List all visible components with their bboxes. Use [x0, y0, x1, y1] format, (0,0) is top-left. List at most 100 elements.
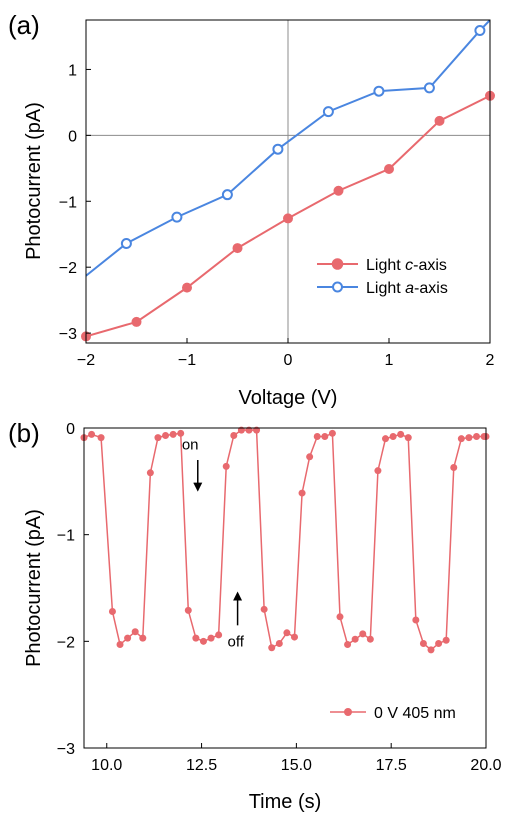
b-plot-frame: [83, 427, 487, 749]
a-legend: Light c-axis Light a-axis: [317, 257, 448, 297]
a-series-1-point: [120, 237, 132, 249]
a-series-0-point: [384, 163, 394, 174]
b-series-0-point: [374, 467, 382, 475]
b-series-0-point: [427, 646, 435, 654]
a-x-axis-title: Voltage (V): [239, 387, 338, 409]
b-series-0-point: [222, 462, 230, 470]
a-series-0-point: [333, 185, 344, 196]
a-legend-marker-a: [332, 281, 343, 293]
b-annotation-on: on: [182, 436, 199, 453]
a-series-1-line: [86, 20, 490, 277]
a-series-1-point: [272, 143, 284, 155]
a-x-tick-label: 2: [486, 352, 495, 369]
b-series-0-point: [290, 633, 298, 641]
b-y-tick-label: −1: [57, 528, 75, 545]
a-x-tick-label: −2: [77, 352, 95, 369]
b-series-0-point: [207, 634, 215, 642]
b-series-0-point: [328, 429, 336, 437]
a-legend-label-a: Light a-axis: [366, 280, 448, 297]
b-series-0-point: [457, 435, 465, 443]
b-y-axis-title: Photocurrent (pA): [23, 509, 45, 667]
b-series-0-point: [359, 630, 367, 638]
a-legend-entry-a-axis: Light a-axis: [317, 280, 448, 297]
b-series-0-point: [139, 634, 147, 642]
b-series-0-point: [442, 636, 450, 644]
b-series-0-point: [215, 631, 223, 639]
b-series-0-point: [131, 628, 139, 636]
b-series-0-point: [313, 433, 321, 441]
panel-a-label: (a): [8, 10, 40, 40]
b-series-0-point: [397, 430, 405, 438]
b-series-0-point: [298, 489, 306, 497]
a-x-ticks: −2 −1 0 1 2: [77, 338, 495, 369]
b-series-0-point: [177, 429, 185, 437]
a-series-1-point: [423, 82, 435, 94]
b-annotation-off: off: [227, 634, 244, 651]
b-series-0-point: [306, 453, 314, 461]
b-series-0-point: [351, 635, 359, 643]
b-x-tick-label: 17.5: [376, 757, 407, 774]
b-legend-label: 0 V 405 nm: [374, 705, 456, 722]
a-y-tick-label: −3: [59, 326, 77, 343]
a-series-1-point: [221, 189, 233, 201]
b-series-0-point: [184, 606, 192, 614]
a-series-1-point: [322, 106, 334, 118]
a-series-0-point: [283, 213, 293, 224]
a-series-1-point: [373, 85, 385, 97]
b-series-0-point: [283, 629, 291, 637]
b-y-tick-label: −2: [57, 634, 75, 651]
b-x-axis-title: Time (s): [249, 791, 322, 813]
b-series-0-point: [344, 641, 352, 649]
b-series-0-point: [366, 635, 374, 643]
a-series-0-point: [131, 316, 142, 327]
b-legend-marker: [344, 708, 352, 716]
b-series-0-point: [404, 434, 412, 442]
b-x-tick-label: 15.0: [281, 757, 312, 774]
a-y-tick-label: 0: [68, 128, 77, 145]
a-y-axis-title: Photocurrent (pA): [23, 102, 45, 260]
b-series-0-point: [450, 463, 458, 471]
b-y-ticks: −3 −2 −1 0: [57, 421, 89, 758]
a-legend-marker-c: [331, 258, 344, 270]
a-series-layer: [81, 20, 495, 342]
b-y-tick-label: 0: [66, 421, 75, 438]
b-series-0-point: [473, 433, 481, 441]
b-x-ticks: 10.0 12.5 15.0 17.5 20.0: [91, 743, 502, 774]
b-y-tick-label: −3: [57, 741, 75, 758]
b-series-0-point: [162, 431, 170, 439]
panel-b-label: (b): [8, 418, 40, 448]
b-series-layer: [80, 426, 490, 654]
b-series-0-point: [154, 434, 162, 442]
b-series-0-point: [97, 434, 105, 442]
a-y-tick-label: −2: [59, 260, 77, 277]
b-x-tick-label: 10.0: [91, 757, 122, 774]
b-series-0-point: [108, 607, 116, 615]
b-series-0-point: [260, 605, 268, 613]
a-x-tick-label: 1: [385, 352, 394, 369]
b-series-0-point: [382, 435, 389, 443]
a-y-ticks: −3 −2 −1 0 1: [59, 62, 91, 343]
b-series-0-point: [192, 634, 200, 642]
b-series-0-point: [146, 469, 154, 477]
b-series-0-point: [88, 430, 96, 438]
a-series-0-point: [182, 282, 192, 293]
b-legend: 0 V 405 nm: [330, 705, 456, 722]
b-series-0-point: [124, 634, 132, 642]
a-legend-label-c: Light c-axis: [366, 257, 447, 274]
b-series-0-point: [199, 637, 207, 645]
b-series-0-point: [435, 639, 443, 647]
a-zero-lines: [86, 20, 490, 343]
a-x-tick-label: −1: [178, 352, 196, 369]
a-series-0-point: [434, 115, 445, 126]
b-series-0-point: [116, 641, 124, 649]
b-series-0-point: [389, 433, 397, 441]
b-x-tick-label: 12.5: [186, 757, 217, 774]
b-series-0-point: [419, 639, 427, 647]
a-series-0-point: [232, 243, 243, 254]
a-y-tick-label: −1: [59, 194, 77, 211]
b-series-0-point: [321, 433, 329, 441]
b-x-tick-label: 20.0: [470, 757, 501, 774]
a-x-tick-label: 0: [284, 352, 293, 369]
b-series-0-line: [84, 429, 486, 651]
